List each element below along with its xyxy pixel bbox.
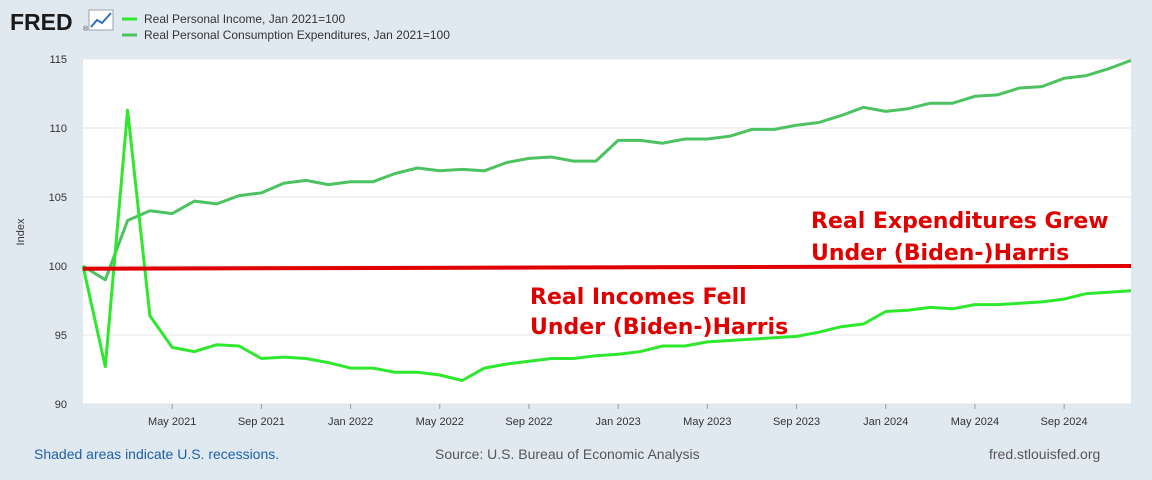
plot-area [83,59,1131,404]
annotation-expenditures: Real Expenditures Grew Under (Biden-)Har… [811,209,1109,266]
fred-logo[interactable]: FRED ® [10,9,114,35]
x-axis-ticks: May 2021 Sep 2021 Jan 2022 May 2022 Sep 2022… [148,404,1088,428]
x-tick-label: May 2023 [683,416,731,428]
site-link[interactable]: fred.stlouisfed.org [989,446,1101,462]
y-tick-label: 95 [55,330,67,342]
y-tick-label: 115 [49,54,67,66]
y-tick-label: 110 [49,123,67,135]
x-tick-label: Jan 2023 [596,416,641,428]
x-tick-label: Jan 2024 [863,416,908,428]
series-layer [81,58,1132,382]
annotation-incomes-line2: Under (Biden-)Harris [530,315,788,340]
legend: Real Personal Income, Jan 2021=100 Real … [122,12,450,42]
x-tick-label: Sep 2021 [238,416,285,428]
x-tick-label: Sep 2024 [1041,416,1088,428]
y-tick-label: 105 [49,192,67,204]
annotation-expenditures-line2: Under (Biden-)Harris [811,241,1069,266]
registered-mark: ® [83,25,89,33]
fred-logo-text: FRED [10,9,73,35]
x-tick-label: May 2024 [951,416,999,428]
series-line-income [81,108,1132,382]
annotation-incomes-line1: Real Incomes Fell [530,285,747,310]
x-tick-label: Sep 2023 [773,416,820,428]
x-tick-label: May 2022 [416,416,464,428]
annotation-expenditures-line1: Real Expenditures Grew [811,209,1109,234]
y-axis-ticks: 90 95 100 105 110 115 [49,54,67,411]
gridlines [83,58,1131,405]
x-tick-label: Jan 2022 [328,416,373,428]
reference-line-red [82,264,1132,271]
chart-line-icon [88,9,114,31]
y-tick-label: 90 [55,399,67,411]
x-tick-label: Sep 2022 [505,416,552,428]
source-text: Source: U.S. Bureau of Economic Analysis [435,446,700,462]
legend-label-income: Real Personal Income, Jan 2021=100 [144,12,345,26]
annotation-incomes: Real Incomes Fell Under (Biden-)Harris [530,285,788,340]
legend-label-consumption: Real Personal Consumption Expenditures, … [144,28,450,42]
x-tick-label: May 2021 [148,416,196,428]
recession-note-link[interactable]: Shaded areas indicate U.S. recessions. [34,446,280,462]
y-tick-label: 100 [49,261,67,273]
y-axis-label: Index [15,218,27,245]
series-line-consumption [82,58,1132,282]
